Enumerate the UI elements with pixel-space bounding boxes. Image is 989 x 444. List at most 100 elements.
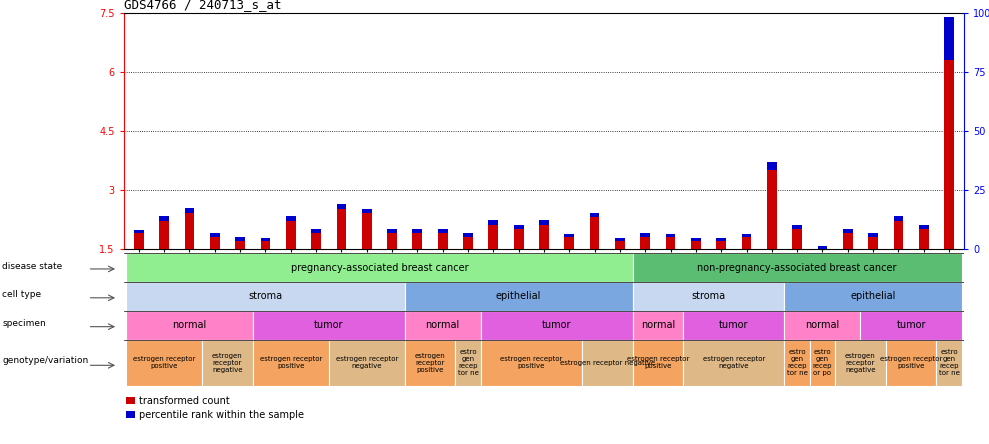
Bar [235,237,245,241]
Bar [235,241,245,249]
Text: normal: normal [805,320,840,330]
Bar [286,217,296,221]
Text: percentile rank within the sample: percentile rank within the sample [138,410,304,420]
Bar [666,237,675,249]
Bar [489,225,498,249]
Bar [565,237,575,249]
Text: estrogen
receptor
positive: estrogen receptor positive [414,353,445,373]
Bar [336,210,346,249]
Text: estro
gen
recep
tor ne: estro gen recep tor ne [939,349,959,377]
Bar [328,340,405,386]
Bar [253,311,405,340]
Bar [944,17,954,60]
Text: normal: normal [641,320,675,330]
Bar [766,163,776,170]
Bar [387,229,397,233]
Bar [810,340,835,386]
Bar [438,229,448,233]
Bar [766,170,776,249]
Text: estrogen receptor
positive: estrogen receptor positive [133,357,195,369]
Bar [640,237,650,249]
Text: normal: normal [425,320,460,330]
Bar [159,217,169,221]
Bar [539,225,549,249]
Bar [489,220,498,225]
Bar [185,208,194,214]
Bar [127,340,202,386]
Text: estrogen receptor
positive: estrogen receptor positive [880,357,943,369]
Bar [691,238,701,241]
Bar [260,238,270,241]
Bar [185,214,194,249]
Bar [134,233,143,249]
Bar [835,340,886,386]
Bar [633,340,683,386]
Bar [312,233,321,249]
Bar [589,217,599,249]
Text: estrogen receptor
positive: estrogen receptor positive [627,357,689,369]
Bar [127,253,633,282]
Bar [894,217,903,221]
Bar [843,233,853,249]
Bar [582,340,633,386]
Bar [886,340,937,386]
Bar [666,234,675,237]
Bar [210,233,220,237]
Bar [742,234,752,237]
Text: estrogen receptor
negative: estrogen receptor negative [702,357,765,369]
Bar [843,229,853,233]
Bar [589,213,599,217]
Bar [126,397,135,404]
Bar [260,241,270,249]
Text: estrogen receptor
positive: estrogen receptor positive [500,357,563,369]
Bar [633,282,784,311]
Text: estrogen receptor
positive: estrogen receptor positive [259,357,322,369]
Bar [455,340,481,386]
Text: GDS4766 / 240713_s_at: GDS4766 / 240713_s_at [124,0,281,11]
Bar [159,221,169,249]
Bar [640,233,650,237]
Text: estrogen
receptor
negative: estrogen receptor negative [845,353,876,373]
Text: estro
gen
recep
tor ne: estro gen recep tor ne [786,349,808,377]
Bar [615,238,625,241]
Bar [210,237,220,249]
Text: tumor: tumor [719,320,749,330]
Text: estro
gen
recep
or po: estro gen recep or po [813,349,832,377]
Bar [463,237,473,249]
Text: transformed count: transformed count [138,396,229,406]
Bar [894,221,903,249]
Bar [126,411,135,418]
Bar [202,340,253,386]
Text: estrogen
receptor
negative: estrogen receptor negative [212,353,243,373]
Text: estrogen receptor
negative: estrogen receptor negative [335,357,398,369]
Bar [633,253,961,282]
Bar [387,233,397,249]
Bar [412,233,422,249]
Text: specimen: specimen [2,319,46,328]
Bar [944,60,954,249]
Bar [683,340,784,386]
Bar [539,220,549,225]
Bar [716,238,726,241]
Text: pregnancy-associated breast cancer: pregnancy-associated breast cancer [291,262,468,273]
Bar [405,340,455,386]
Text: stroma: stroma [248,291,283,301]
Bar [134,230,143,233]
Bar [481,311,633,340]
Bar [784,340,810,386]
Bar [784,311,860,340]
Bar [312,229,321,233]
Text: tumor: tumor [542,320,572,330]
Bar [615,241,625,249]
Text: estrogen receptor negative: estrogen receptor negative [560,360,655,366]
Bar [362,209,372,214]
Bar [784,282,961,311]
Bar [683,311,784,340]
Bar [792,229,802,249]
Bar [463,233,473,237]
Text: disease state: disease state [2,262,62,270]
Text: epithelial: epithelial [495,291,541,301]
Bar [919,229,929,249]
Text: estro
gen
recep
tor ne: estro gen recep tor ne [458,349,479,377]
Bar [565,234,575,237]
